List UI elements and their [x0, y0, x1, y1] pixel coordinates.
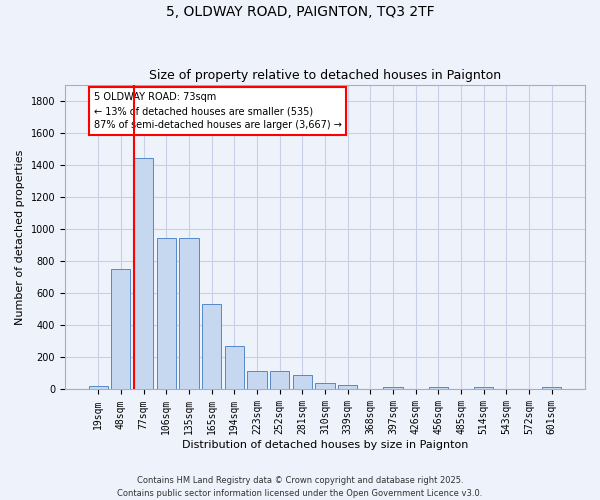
Bar: [111, 269, 130, 390]
Bar: [270, 371, 289, 390]
Bar: [293, 375, 312, 390]
Bar: [542, 386, 562, 390]
Title: Size of property relative to detached houses in Paignton: Size of property relative to detached ho…: [149, 69, 501, 82]
Bar: [224, 346, 244, 390]
Bar: [247, 371, 266, 390]
Text: Contains HM Land Registry data © Crown copyright and database right 2025.
Contai: Contains HM Land Registry data © Crown c…: [118, 476, 482, 498]
X-axis label: Distribution of detached houses by size in Paignton: Distribution of detached houses by size …: [182, 440, 468, 450]
Bar: [428, 386, 448, 390]
Bar: [89, 386, 108, 390]
Bar: [157, 238, 176, 390]
Bar: [474, 386, 493, 390]
Y-axis label: Number of detached properties: Number of detached properties: [15, 150, 25, 324]
Bar: [316, 383, 335, 390]
Bar: [383, 386, 403, 390]
Bar: [179, 238, 199, 390]
Bar: [134, 158, 153, 390]
Bar: [338, 385, 357, 390]
Text: 5, OLDWAY ROAD, PAIGNTON, TQ3 2TF: 5, OLDWAY ROAD, PAIGNTON, TQ3 2TF: [166, 5, 434, 19]
Text: 5 OLDWAY ROAD: 73sqm
← 13% of detached houses are smaller (535)
87% of semi-deta: 5 OLDWAY ROAD: 73sqm ← 13% of detached h…: [94, 92, 341, 130]
Bar: [202, 304, 221, 390]
